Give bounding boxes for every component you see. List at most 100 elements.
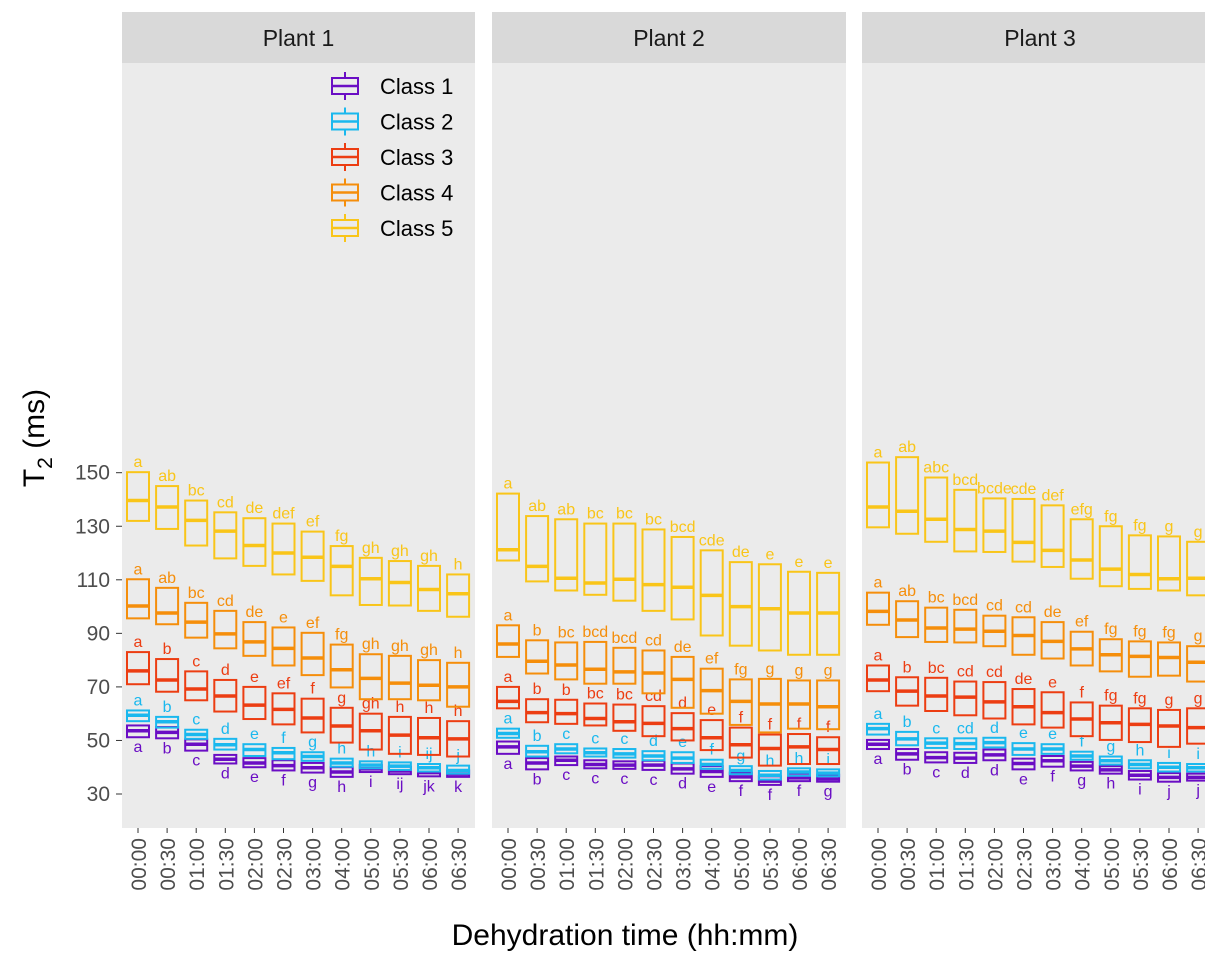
significance-label: bc bbox=[587, 506, 604, 523]
significance-label: bc bbox=[928, 590, 945, 607]
significance-label: fg bbox=[1104, 621, 1117, 638]
significance-label: h bbox=[454, 645, 463, 662]
box-class-4 bbox=[446, 661, 471, 708]
significance-label: de bbox=[732, 544, 750, 561]
significance-label: c bbox=[620, 771, 628, 788]
significance-label: c bbox=[562, 767, 570, 784]
box-class-4 bbox=[417, 659, 441, 702]
legend-item: Class 4 bbox=[331, 178, 453, 207]
significance-label: bc bbox=[928, 660, 945, 677]
significance-label: cd bbox=[645, 632, 662, 649]
x-tick-label: 05:30 bbox=[390, 838, 413, 891]
box-class-5 bbox=[271, 522, 296, 576]
significance-label: c bbox=[650, 772, 658, 789]
box-class-5 bbox=[1040, 504, 1065, 568]
significance-label: i bbox=[1138, 782, 1142, 799]
box-class-4 bbox=[525, 639, 550, 675]
box-class-5 bbox=[213, 511, 238, 560]
significance-label: f bbox=[1079, 684, 1084, 701]
significance-label: e bbox=[795, 554, 804, 571]
significance-label: a bbox=[134, 634, 143, 651]
significance-label: ef bbox=[1075, 614, 1089, 631]
significance-label: a bbox=[134, 454, 143, 471]
significance-label: f bbox=[281, 772, 286, 789]
box-class-5 bbox=[953, 488, 978, 553]
box-class-5 bbox=[184, 499, 209, 547]
x-tick-label: 05:00 bbox=[731, 838, 754, 891]
significance-label: fg bbox=[335, 627, 348, 644]
box-class-4 bbox=[670, 655, 695, 709]
significance-label: bc bbox=[558, 624, 575, 641]
significance-label: h bbox=[337, 779, 346, 796]
box-class-4 bbox=[155, 586, 180, 626]
significance-label: cd bbox=[645, 688, 662, 705]
box-class-5 bbox=[1127, 534, 1152, 590]
significance-label: fg bbox=[734, 661, 747, 678]
x-tick-label: 05:00 bbox=[1101, 838, 1124, 891]
significance-label: g bbox=[308, 775, 317, 792]
box-class-5 bbox=[1157, 535, 1181, 592]
significance-label: a bbox=[134, 739, 143, 756]
facet-strip-label: Plant 2 bbox=[633, 25, 705, 51]
significance-label: bcde bbox=[977, 480, 1012, 497]
x-tick-label: 00:30 bbox=[897, 838, 920, 891]
significance-label: j bbox=[1195, 783, 1200, 800]
box-class-4 bbox=[554, 641, 579, 681]
significance-label: ef bbox=[306, 615, 320, 632]
significance-label: ef bbox=[306, 514, 320, 531]
y-tick-label: 130 bbox=[75, 515, 110, 538]
x-tick-label: 00:30 bbox=[527, 838, 550, 891]
box-class-4 bbox=[612, 646, 637, 685]
significance-label: d bbox=[649, 733, 658, 750]
box-class-5 bbox=[982, 497, 1007, 553]
x-tick-label: 00:00 bbox=[868, 838, 891, 891]
facet-strip bbox=[492, 12, 846, 63]
significance-label: de bbox=[246, 500, 264, 517]
significance-label: d bbox=[678, 776, 687, 793]
legend-label: Class 5 bbox=[380, 216, 453, 241]
significance-label: d bbox=[678, 695, 687, 712]
significance-label: abc bbox=[923, 460, 949, 477]
significance-label: a bbox=[504, 711, 513, 728]
x-tick-label: 01:00 bbox=[926, 838, 949, 891]
box-class-4 bbox=[300, 631, 325, 677]
significance-label: gh bbox=[362, 540, 380, 557]
significance-label: b bbox=[903, 714, 912, 731]
box-class-5 bbox=[554, 518, 579, 592]
significance-label: bc bbox=[645, 511, 662, 528]
box-class-5 bbox=[496, 492, 520, 562]
significance-label: h bbox=[454, 556, 463, 573]
box-class-5 bbox=[1098, 525, 1123, 588]
x-tick-label: 01:30 bbox=[215, 838, 238, 891]
significance-label: cde bbox=[1011, 481, 1037, 498]
significance-label: fg bbox=[1104, 508, 1117, 525]
facet-strip-label: Plant 3 bbox=[1004, 25, 1076, 51]
x-tick-label: 02:00 bbox=[984, 838, 1007, 891]
significance-label: f bbox=[1079, 734, 1084, 751]
significance-label: e bbox=[1048, 726, 1057, 743]
x-tick-label: 06:30 bbox=[1188, 838, 1205, 891]
significance-label: efg bbox=[1071, 501, 1093, 518]
significance-label: a bbox=[504, 756, 513, 773]
significance-label: g bbox=[1165, 518, 1174, 535]
box-class-5 bbox=[612, 522, 637, 602]
facet-strip bbox=[862, 12, 1205, 63]
box-class-4 bbox=[329, 643, 354, 689]
x-tick-label: 02:00 bbox=[614, 838, 637, 891]
significance-label: bc bbox=[188, 585, 205, 602]
significance-label: ab bbox=[898, 583, 916, 600]
x-tick-label: 01:00 bbox=[186, 838, 209, 891]
significance-label: gh bbox=[420, 642, 438, 659]
box-class-4 bbox=[816, 679, 841, 731]
significance-label: a bbox=[504, 607, 513, 624]
significance-label: g bbox=[337, 690, 346, 707]
legend-item: Class 1 bbox=[331, 72, 453, 100]
x-tick-label: 02:00 bbox=[244, 838, 267, 891]
y-tick-label: 50 bbox=[87, 729, 110, 752]
box-class-3 bbox=[155, 658, 180, 693]
significance-label: e bbox=[1048, 674, 1057, 691]
x-tick-label: 06:30 bbox=[448, 838, 471, 891]
x-tick-label: 06:30 bbox=[818, 838, 841, 891]
x-tick-label: 06:00 bbox=[1159, 838, 1182, 891]
x-tick-label: 02:30 bbox=[274, 838, 297, 891]
